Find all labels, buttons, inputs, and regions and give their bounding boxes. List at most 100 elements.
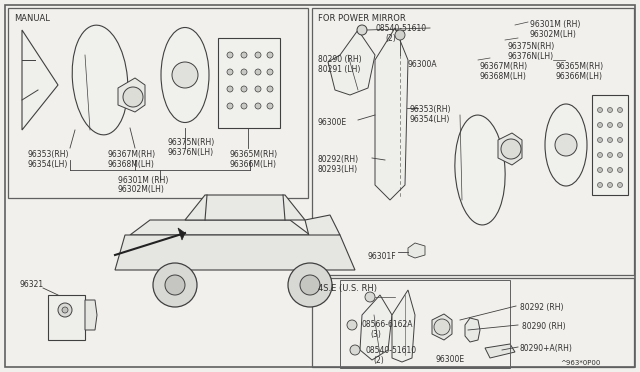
Circle shape: [350, 345, 360, 355]
Text: 80292 (RH): 80292 (RH): [520, 303, 563, 312]
Ellipse shape: [455, 115, 505, 225]
Circle shape: [434, 319, 450, 335]
Text: 96376N(LH): 96376N(LH): [508, 52, 554, 61]
Text: 4S.E (U.S. RH): 4S.E (U.S. RH): [318, 284, 377, 293]
Text: 96353(RH): 96353(RH): [410, 105, 451, 114]
Circle shape: [607, 138, 612, 142]
Text: 96376N(LH): 96376N(LH): [168, 148, 214, 157]
Bar: [8, 8, 308, 198]
Circle shape: [357, 25, 367, 35]
Circle shape: [267, 103, 273, 109]
Circle shape: [598, 138, 602, 142]
Text: 96367M(RH): 96367M(RH): [480, 62, 528, 71]
Polygon shape: [22, 30, 58, 130]
Text: 96300E: 96300E: [318, 118, 347, 127]
Circle shape: [241, 69, 247, 75]
Text: (2): (2): [373, 356, 384, 365]
Text: 96365M(RH): 96365M(RH): [556, 62, 604, 71]
Circle shape: [555, 134, 577, 156]
Circle shape: [618, 183, 623, 187]
Text: 08566-6162A: 08566-6162A: [362, 320, 413, 329]
Circle shape: [598, 183, 602, 187]
Polygon shape: [392, 290, 415, 362]
Circle shape: [58, 303, 72, 317]
Circle shape: [618, 138, 623, 142]
Text: 96301M (RH): 96301M (RH): [118, 176, 168, 185]
Circle shape: [227, 103, 233, 109]
Text: 80292(RH): 80292(RH): [318, 155, 359, 164]
Circle shape: [267, 86, 273, 92]
Circle shape: [618, 167, 623, 173]
Text: 80290 (RH): 80290 (RH): [318, 55, 362, 64]
Text: 96302M(LH): 96302M(LH): [530, 30, 577, 39]
Circle shape: [618, 153, 623, 157]
Text: 96368M(LH): 96368M(LH): [480, 72, 527, 81]
Circle shape: [241, 52, 247, 58]
Text: ^963*0P00: ^963*0P00: [560, 360, 600, 366]
Circle shape: [267, 69, 273, 75]
Text: 96300E: 96300E: [435, 355, 464, 364]
Polygon shape: [178, 228, 185, 240]
Text: 96300A: 96300A: [408, 60, 438, 69]
Circle shape: [123, 87, 143, 107]
Text: 80290+A(RH): 80290+A(RH): [520, 344, 573, 353]
Text: 96366M(LH): 96366M(LH): [230, 160, 277, 169]
Text: 96354(LH): 96354(LH): [410, 115, 451, 124]
Circle shape: [501, 139, 521, 159]
Circle shape: [241, 103, 247, 109]
Text: 96301M (RH): 96301M (RH): [530, 20, 580, 29]
Bar: [218, 38, 280, 128]
Ellipse shape: [545, 104, 587, 186]
Polygon shape: [360, 295, 392, 360]
Text: 96375N(RH): 96375N(RH): [168, 138, 215, 147]
Polygon shape: [485, 344, 515, 358]
Text: 80291 (LH): 80291 (LH): [318, 65, 360, 74]
Polygon shape: [465, 318, 480, 342]
Text: 96365M(RH): 96365M(RH): [230, 150, 278, 159]
Circle shape: [227, 69, 233, 75]
Circle shape: [618, 122, 623, 128]
Circle shape: [618, 108, 623, 112]
Polygon shape: [185, 195, 305, 220]
Circle shape: [165, 275, 185, 295]
Bar: [48, 295, 85, 340]
Polygon shape: [118, 78, 145, 112]
Polygon shape: [408, 243, 425, 258]
Circle shape: [255, 69, 261, 75]
Circle shape: [267, 52, 273, 58]
Text: MANUAL: MANUAL: [14, 14, 50, 23]
Circle shape: [172, 62, 198, 88]
Polygon shape: [328, 30, 375, 95]
Circle shape: [365, 292, 375, 302]
Bar: [312, 8, 634, 275]
Circle shape: [255, 52, 261, 58]
Circle shape: [153, 263, 197, 307]
Polygon shape: [498, 133, 522, 165]
Circle shape: [607, 183, 612, 187]
Text: (2): (2): [385, 34, 396, 43]
Text: 96353(RH): 96353(RH): [28, 150, 70, 159]
Bar: [312, 278, 634, 367]
Polygon shape: [85, 300, 97, 330]
Text: FOR POWER MIRROR: FOR POWER MIRROR: [318, 14, 406, 23]
Text: 96368M(LH): 96368M(LH): [108, 160, 155, 169]
Circle shape: [255, 103, 261, 109]
Text: 80290 (RH): 80290 (RH): [522, 322, 566, 331]
Text: 96367M(RH): 96367M(RH): [108, 150, 156, 159]
Polygon shape: [115, 235, 355, 270]
Ellipse shape: [161, 28, 209, 122]
Bar: [340, 280, 510, 368]
Polygon shape: [130, 220, 310, 235]
Circle shape: [598, 153, 602, 157]
Ellipse shape: [72, 25, 128, 135]
Text: 96366M(LH): 96366M(LH): [556, 72, 603, 81]
Bar: [592, 95, 628, 195]
Circle shape: [607, 122, 612, 128]
Text: 96301F: 96301F: [368, 252, 397, 261]
Circle shape: [598, 167, 602, 173]
Circle shape: [607, 108, 612, 112]
Circle shape: [62, 307, 68, 313]
Circle shape: [241, 86, 247, 92]
Circle shape: [598, 122, 602, 128]
Text: 08540-51610: 08540-51610: [375, 24, 426, 33]
